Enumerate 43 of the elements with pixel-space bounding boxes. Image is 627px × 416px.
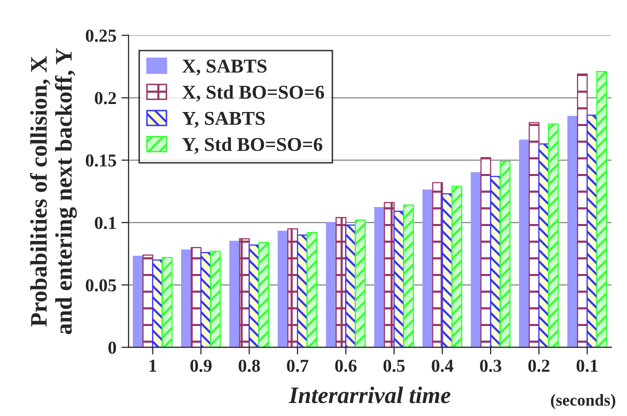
bar — [258, 242, 270, 348]
y-tick-label: 0.05 — [86, 279, 116, 292]
x-tick-label: 1 — [150, 360, 156, 372]
x-tick-label: 0.8 — [238, 360, 260, 372]
bar — [210, 250, 221, 348]
bar — [500, 160, 510, 348]
bar — [432, 182, 443, 348]
bar — [345, 224, 356, 348]
bar — [403, 204, 414, 348]
bar — [248, 244, 260, 348]
bar — [152, 259, 163, 348]
y-tick-label: 0.15 — [86, 154, 116, 167]
bar — [576, 73, 588, 348]
text: (seconds) — [550, 394, 616, 410]
x-axis-title: Interarrival time — [288, 386, 450, 404]
legend-label: Y, SABTS — [182, 112, 265, 128]
bar — [190, 246, 202, 348]
y-axis-title: Probabilities of collision, X and entering next backoff, Y — [30, 48, 77, 334]
x-tick-label: 0.3 — [480, 360, 502, 372]
y-tick-label: 0.1 — [94, 216, 116, 230]
x-tick-label: 0.9 — [190, 360, 212, 372]
bar — [278, 230, 288, 348]
bar — [548, 123, 559, 348]
legend-label: X, Std BO=SO=6 — [182, 85, 324, 102]
bar — [586, 114, 598, 348]
x-tick-label: 0.4 — [432, 360, 454, 372]
bar — [596, 70, 608, 348]
text: 0 — [108, 342, 116, 354]
bar — [451, 186, 462, 348]
bar — [162, 256, 173, 348]
x-tick-label: 0.6 — [335, 360, 357, 372]
y-tick-label: 0.25 — [86, 30, 116, 42]
bar — [374, 207, 385, 348]
legend-label: Y, Std BO=SO=6 — [182, 137, 322, 154]
legend-label: X, SABTS — [182, 60, 267, 76]
y-tick-label: 0.2 — [94, 92, 116, 104]
x-tick-label: 0.5 — [383, 360, 405, 372]
x-tick-label: 0.7 — [286, 360, 308, 372]
bar — [354, 220, 366, 348]
x-tick-label: 0.2 — [528, 360, 550, 372]
bar — [528, 122, 540, 348]
bar — [306, 232, 318, 348]
x-tick-label: 0.1 — [576, 360, 598, 372]
